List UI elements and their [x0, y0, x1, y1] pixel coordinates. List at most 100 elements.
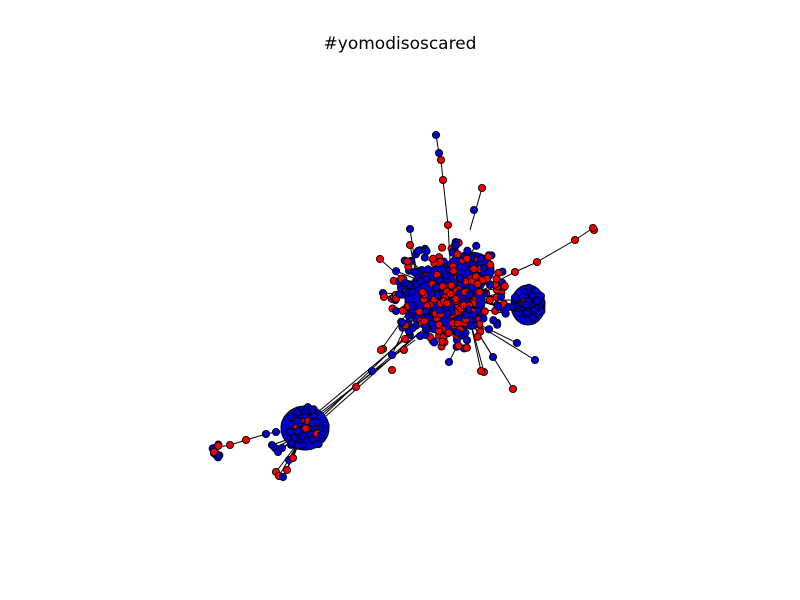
- node-red: [484, 252, 493, 261]
- node-red: [485, 295, 495, 305]
- node-red: [420, 316, 429, 326]
- bridge-edge: [317, 334, 411, 413]
- node-red: [477, 183, 487, 193]
- node-red: [225, 440, 235, 450]
- node-red: [282, 465, 292, 475]
- node-blue: [408, 324, 417, 333]
- node-blue: [395, 290, 404, 299]
- node-red: [462, 254, 472, 263]
- node-blue: [307, 435, 316, 444]
- node-red: [451, 295, 460, 304]
- node-red: [471, 272, 480, 281]
- node-blue: [455, 273, 464, 282]
- node-red: [379, 292, 389, 302]
- node-blue: [298, 431, 307, 440]
- node-blue: [287, 439, 296, 448]
- node-blue: [314, 440, 323, 449]
- node-red: [288, 453, 298, 463]
- node-blue: [462, 336, 472, 345]
- node-red: [454, 341, 463, 350]
- node-red: [438, 243, 447, 252]
- node-blue: [521, 300, 530, 309]
- node-layer: [208, 130, 599, 482]
- node-blue: [401, 279, 410, 288]
- node-blue: [397, 318, 407, 327]
- node-red: [510, 267, 520, 277]
- node-blue: [496, 292, 505, 301]
- node-blue: [387, 350, 397, 360]
- node-blue: [392, 267, 401, 276]
- node-red: [443, 299, 452, 308]
- node-blue: [278, 472, 288, 482]
- node-red: [387, 365, 397, 375]
- node-blue: [453, 329, 462, 338]
- node-blue: [391, 306, 401, 316]
- node-red: [400, 334, 410, 344]
- node-blue: [271, 427, 281, 437]
- node-blue: [307, 405, 316, 414]
- node-blue: [469, 205, 479, 215]
- node-red: [436, 155, 446, 165]
- node-blue: [430, 338, 439, 347]
- node-blue: [510, 293, 519, 302]
- node-blue: [533, 297, 542, 306]
- node-blue: [484, 325, 494, 334]
- node-blue: [410, 267, 419, 277]
- node-blue: [512, 338, 522, 348]
- node-blue: [420, 253, 429, 262]
- node-blue: [537, 307, 546, 316]
- node-blue: [435, 306, 444, 315]
- node-blue: [489, 316, 498, 325]
- node-red: [429, 254, 438, 263]
- node-red: [241, 435, 251, 445]
- node-blue: [293, 408, 302, 417]
- node-red: [438, 175, 448, 185]
- node-blue: [460, 262, 470, 271]
- node-blue: [485, 280, 495, 290]
- node-blue: [529, 307, 538, 316]
- node-blue: [317, 430, 326, 439]
- node-blue: [367, 366, 377, 376]
- node-red: [415, 307, 424, 316]
- node-red: [508, 384, 518, 394]
- node-red: [447, 281, 456, 290]
- node-blue: [408, 301, 417, 310]
- node-blue: [431, 283, 441, 292]
- node-red: [459, 300, 468, 310]
- node-red: [375, 254, 385, 264]
- node-blue: [261, 429, 271, 439]
- node-blue: [434, 148, 444, 158]
- node-red: [438, 337, 447, 346]
- node-red: [486, 260, 495, 269]
- node-red: [435, 320, 444, 329]
- node-blue: [414, 246, 423, 255]
- node-blue: [524, 283, 534, 292]
- node-blue: [528, 313, 537, 322]
- node-red: [453, 250, 462, 259]
- node-red: [473, 279, 482, 289]
- node-blue: [530, 355, 540, 365]
- node-red: [500, 281, 509, 291]
- bridge-edge: [323, 337, 405, 416]
- node-blue: [286, 413, 295, 422]
- node-red: [443, 220, 453, 230]
- node-red: [570, 235, 580, 245]
- node-blue: [292, 416, 301, 426]
- node-red: [588, 223, 598, 233]
- node-red: [444, 328, 453, 337]
- node-blue: [472, 241, 481, 250]
- edge: [536, 239, 576, 263]
- node-blue: [469, 311, 478, 320]
- node-red: [476, 366, 486, 376]
- node-red: [376, 345, 386, 355]
- node-red: [405, 240, 415, 250]
- node-blue: [452, 241, 461, 250]
- node-blue: [431, 130, 441, 140]
- node-red: [449, 266, 458, 276]
- node-blue: [479, 314, 488, 323]
- node-blue: [467, 283, 477, 293]
- node-red: [418, 288, 427, 297]
- node-blue: [321, 421, 330, 430]
